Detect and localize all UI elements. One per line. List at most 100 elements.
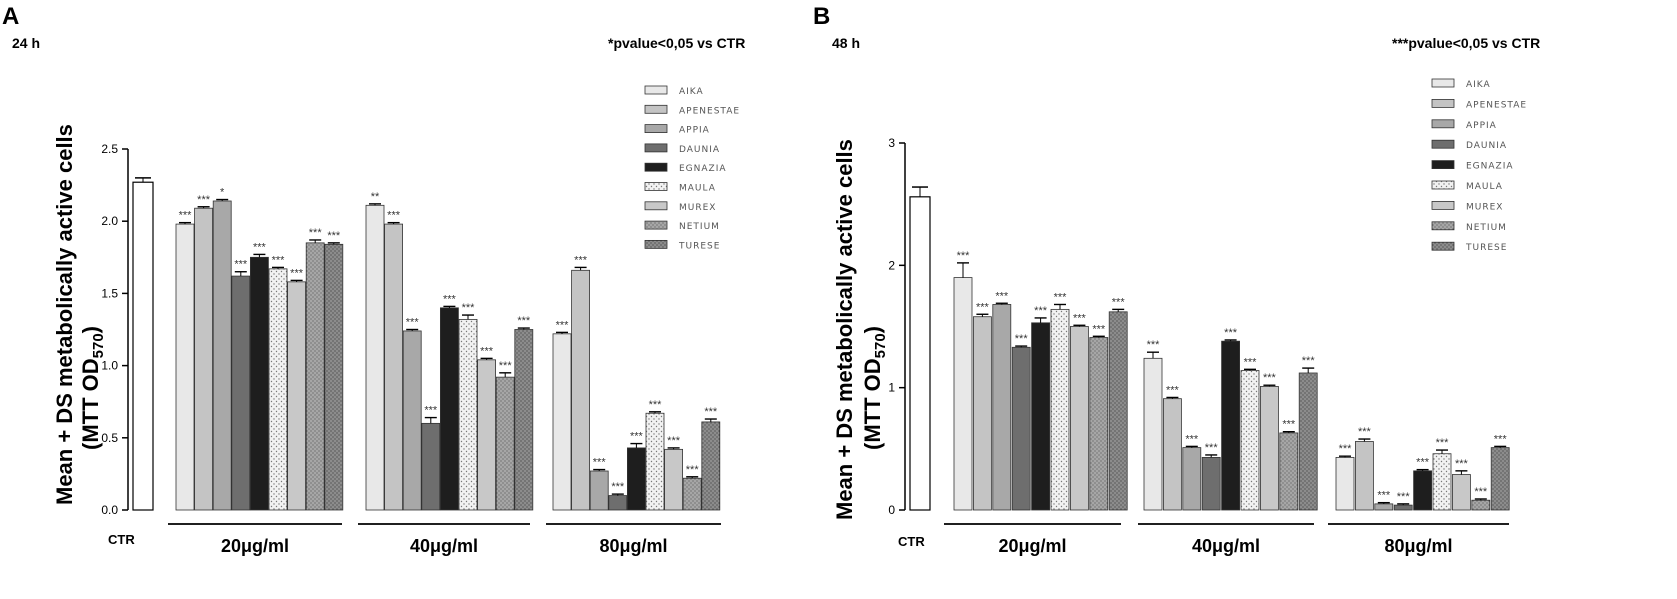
panel-b-legend-label-appia: APPIA xyxy=(1466,121,1497,131)
panel-a-bar-turese-80-g-ml xyxy=(701,421,721,511)
panel-a-significance-mark: *** xyxy=(593,457,607,469)
panel-a-ytick-label: 1.5 xyxy=(101,286,118,300)
panel-a-bar-apenestae-40-g-ml xyxy=(384,223,404,511)
panel-a-bar-maula-20-g-ml xyxy=(268,268,288,511)
panel-a-bar-maula-80-g-ml xyxy=(645,412,665,511)
panel-a-significance-mark: *** xyxy=(443,293,457,305)
panel-b-chart: 0 1 2 3 *** *** *** *** *** *** *** *** *** 20μg/ml **… xyxy=(888,78,1527,556)
panel-a-legend-label-turese: TURESE xyxy=(678,241,720,251)
panel-a-bar-egnazia-20-g-ml xyxy=(249,256,269,511)
panel-b-significance-mark: *** xyxy=(1455,458,1469,470)
panel-b-significance-mark: *** xyxy=(1185,433,1199,445)
panel-a-significance-mark: *** xyxy=(704,406,718,418)
panel-b-significance-mark: *** xyxy=(1092,323,1106,335)
panel-b-ctr-label: CTR xyxy=(898,534,925,549)
panel-a-significance-mark: *** xyxy=(179,210,193,222)
panel-b-group-label-40-g-ml: 40μg/ml xyxy=(1192,536,1260,556)
panel-b-significance-mark: *** xyxy=(1147,339,1161,351)
panel-b-bar-netium-20-g-ml xyxy=(1089,337,1109,511)
panel-a-bar-ctr xyxy=(132,181,154,511)
panel-b-pvalue-note: ***pvalue<0,05 vs CTR xyxy=(1392,35,1540,51)
panel-b-bar-egnazia-20-g-ml xyxy=(1031,322,1050,511)
panel-a-bar-turese-40-g-ml xyxy=(514,329,534,511)
panel-a-legend-label-daunia: DAUNIA xyxy=(679,145,720,155)
panel-b-significance-mark: *** xyxy=(1377,490,1391,502)
panel-b-bar-maula-80-g-ml xyxy=(1432,453,1452,511)
panel-a-legend-swatch-daunia xyxy=(644,143,668,153)
panel-b-legend-swatch-maula xyxy=(1431,180,1455,190)
panel-a-significance-mark: *** xyxy=(253,241,267,253)
panel-b-significance-mark: *** xyxy=(1054,291,1068,303)
panel-b-time-label: 48 h xyxy=(832,35,860,51)
panel-a-group-label-80-g-ml: 80μg/ml xyxy=(599,536,667,556)
panel-b-significance-mark: *** xyxy=(1416,457,1430,469)
panel-b-bar-daunia-40-g-ml xyxy=(1201,456,1221,511)
panel-a-legend-swatch-turese xyxy=(644,239,668,249)
panel-b-significance-mark: *** xyxy=(1282,419,1296,431)
panel-a-legend-swatch-maula xyxy=(644,182,668,191)
panel-a-bar-aika-80-g-ml xyxy=(552,333,572,511)
panel-b-significance-mark: *** xyxy=(1494,433,1508,445)
panel-a-significance-mark: *** xyxy=(556,319,570,331)
panel-a-legend-swatch-appia xyxy=(644,124,668,133)
panel-a-significance-mark: *** xyxy=(234,259,248,271)
panel-b-significance-mark: *** xyxy=(957,250,971,262)
panel-b-legend-label-egnazia: EGNAZIA xyxy=(1466,162,1514,172)
panel-a-bar-aika-20-g-ml xyxy=(175,223,195,511)
panel-b-legend-swatch-turese xyxy=(1431,241,1455,251)
panel-b-bar-maula-40-g-ml xyxy=(1240,370,1260,511)
panel-b-legend-label-netium: NETIUM xyxy=(1466,223,1507,233)
panel-b-bar-daunia-20-g-ml xyxy=(1011,346,1031,511)
panel-a-bar-netium-80-g-ml xyxy=(682,477,702,511)
panel-a-legend-label-appia: APPIA xyxy=(679,126,710,136)
panel-a-bar-egnazia-80-g-ml xyxy=(627,447,646,511)
panel-b-bar-aika-80-g-ml xyxy=(1335,456,1355,511)
panel-a-ytick-label: 0.0 xyxy=(101,503,118,517)
panel-b-legend-label-apenestae: APENESTAE xyxy=(1466,100,1527,110)
panel-a-legend-swatch-aika xyxy=(644,85,668,95)
panel-a-significance-mark: *** xyxy=(462,302,476,314)
panel-b-significance-mark: *** xyxy=(1436,437,1450,449)
panel-b-group-label-80-g-ml: 80μg/ml xyxy=(1384,536,1452,556)
panel-b-significance-mark: *** xyxy=(1015,333,1029,345)
panel-b-significance-mark: *** xyxy=(1302,355,1316,367)
panel-b-significance-mark: *** xyxy=(1358,426,1372,438)
panel-b-significance-mark: *** xyxy=(1205,442,1219,454)
panel-b-ytick-label: 3 xyxy=(888,136,895,150)
panel-b-bar-ctr xyxy=(909,196,931,511)
panel-a-ytick-label: 0.5 xyxy=(101,431,118,445)
panel-a-legend-label-murex: MUREX xyxy=(679,203,716,213)
panel-a-significance-mark: *** xyxy=(649,399,663,411)
panel-b-bar-netium-80-g-ml xyxy=(1471,499,1491,511)
panel-a-group-label-40-g-ml: 40μg/ml xyxy=(410,536,478,556)
panel-a-pvalue-note: *pvalue<0,05 vs CTR xyxy=(608,35,745,51)
panel-b-bar-egnazia-40-g-ml xyxy=(1221,340,1240,511)
panel-b-significance-mark: *** xyxy=(1073,312,1087,324)
panel-b-ylabel-sub: 570 xyxy=(872,333,889,358)
panel-a-ylabel-main: (MTT OD xyxy=(78,358,103,450)
panel-b-bar-appia-40-g-ml xyxy=(1182,447,1202,511)
panel-a-legend-swatch-netium xyxy=(644,220,668,230)
panel-b-letter: B xyxy=(813,3,830,30)
panel-a-ytick-label: 1.0 xyxy=(101,359,118,373)
panel-a-significance-mark: *** xyxy=(424,405,438,417)
panel-b-significance-mark: *** xyxy=(1474,486,1488,498)
panel-b-bar-appia-20-g-ml xyxy=(992,304,1012,511)
panel-a-bar-murex-80-g-ml xyxy=(664,448,683,511)
panel-a-significance-mark: *** xyxy=(406,317,420,329)
panel-a-legend-label-egnazia: EGNAZIA xyxy=(679,164,727,174)
panel-b-legend-label-daunia: DAUNIA xyxy=(1466,141,1507,151)
panel-a-significance-mark: *** xyxy=(667,435,681,447)
panel-a-bar-turese-20-g-ml xyxy=(324,243,344,511)
panel-b-bar-maula-20-g-ml xyxy=(1050,308,1070,511)
panel-b-bar-apenestae-40-g-ml xyxy=(1163,398,1182,511)
panel-b-ytick-label: 1 xyxy=(888,381,895,395)
panel-b-bar-egnazia-80-g-ml xyxy=(1413,470,1432,511)
panel-b-bar-murex-20-g-ml xyxy=(1070,326,1089,511)
panel-a-time-label: 24 h xyxy=(12,35,40,51)
panel-a-significance-mark: *** xyxy=(517,315,531,327)
panel-b-bar-aika-40-g-ml xyxy=(1143,357,1163,511)
panel-b-bar-murex-80-g-ml xyxy=(1452,474,1471,511)
panel-b-legend-label-turese: TURESE xyxy=(1465,243,1507,253)
panel-b-legend-swatch-appia xyxy=(1431,119,1455,129)
